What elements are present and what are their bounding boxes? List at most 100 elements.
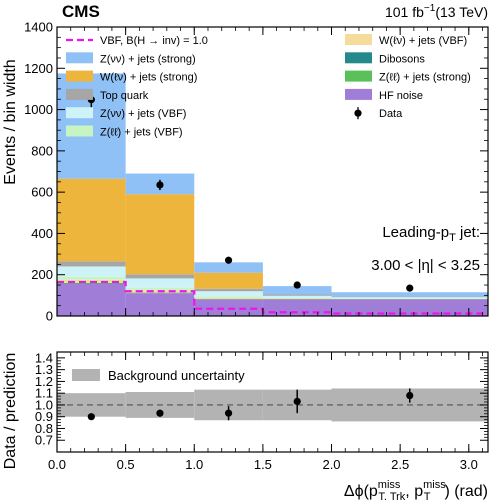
ratio-ytick-label-3: 1.0 xyxy=(35,397,53,412)
bar-top-quark-bin3 xyxy=(262,294,332,296)
annotation-jet: Leading-pT jet: xyxy=(382,224,480,244)
bar-z-jets-vbf-bin0 xyxy=(57,266,126,277)
bar-top-quark-bin1 xyxy=(125,274,195,279)
main-ytick-label-6: 1200 xyxy=(24,61,53,76)
bar-w-jets-vbf-bin3 xyxy=(262,298,332,300)
legend-top-quark-label: Top quark xyxy=(100,90,149,102)
main-ytick-label-5: 1000 xyxy=(24,102,53,117)
main-ytick-label-1: 200 xyxy=(31,267,53,282)
legend-data-label: Data xyxy=(379,108,403,120)
legend-z-jets-vbf-label: Z(νν) + jets (VBF) xyxy=(100,108,186,120)
main-panel: VBF, B(H → inv) = 1.0 W(ℓν) + jets (VBF) Z… xyxy=(2,20,489,324)
main-ytick-label-3: 600 xyxy=(31,185,53,200)
xlabel-sub1: T, Trk xyxy=(378,491,405,500)
bar-z-jets-strong-bin4 xyxy=(331,292,488,297)
ratio-ytick-label-5: 1.2 xyxy=(35,374,53,389)
luminosity-label: 101 fb−1(13 TeV) xyxy=(385,3,488,20)
legend-z-jets-vbf-label: Z(ℓℓ) + jets (VBF) xyxy=(100,127,183,139)
bar-hf-noise-bin4 xyxy=(331,299,488,316)
signal-line xyxy=(57,280,488,315)
legend-z-jets-vbf-swatch xyxy=(66,125,93,137)
bar-w-jets-strong-bin2 xyxy=(194,272,263,289)
ratio-xtick-label-6: 3.0 xyxy=(460,457,478,472)
legend-dibosons-label: Dibosons xyxy=(379,53,425,65)
ratio-xtick-label-4: 2.0 xyxy=(322,457,340,472)
ratio-xtick-label-2: 1.0 xyxy=(185,457,203,472)
ratio-ytick-label-0: 0.7 xyxy=(35,433,53,448)
bar-z-jets-vbf-bin1 xyxy=(125,278,195,288)
ratio-point-0 xyxy=(87,413,95,421)
legend-top-quark-swatch xyxy=(66,88,93,100)
ratio-panel: Background uncertainty 0.70.80.91.01.11.… xyxy=(2,350,489,472)
bar-z-jets-vbf-bin0 xyxy=(57,276,126,280)
ratio-legend: Background uncertainty xyxy=(72,368,245,383)
xlabel-sep: , p xyxy=(405,483,423,500)
xlabel-unit: ) (rad) xyxy=(444,483,488,500)
data-point-2 xyxy=(224,256,233,264)
main-ylabel: Events / bin width xyxy=(2,59,19,184)
ratio-axes: 0.70.80.91.01.11.21.31.40.0 0.5 1.0 1.5 2.0 2… xyxy=(35,350,489,472)
legend-w-jets-strong-label: W(ℓν) + jets (strong) xyxy=(100,72,197,84)
bar-hf-noise-bin0 xyxy=(57,284,126,316)
legend: VBF, B(H → inv) = 1.0 W(ℓν) + jets (VBF) Z… xyxy=(66,34,471,139)
annotation-jet-sub: T xyxy=(449,232,456,244)
bar-z-jets-strong-bin2 xyxy=(194,262,263,273)
legend-hf-noise-label: HF noise xyxy=(379,90,423,102)
lumi-exponent: −1 xyxy=(424,3,436,14)
bar-hf-noise-bin3 xyxy=(262,299,332,316)
legend-w-jets-strong-swatch xyxy=(66,70,93,82)
bar-z-jets-vbf-bin1 xyxy=(125,287,195,291)
ratio-xtick-label-0: 0.0 xyxy=(48,457,66,472)
legend-z-jets-vbf-swatch xyxy=(66,107,93,119)
annotation-eta: 3.00 < |η| < 3.25 xyxy=(371,257,480,274)
bar-top-quark-bin2 xyxy=(194,288,263,292)
ratio-ytick-label-7: 1.4 xyxy=(35,350,53,365)
ratio-ytick-label-2: 0.9 xyxy=(35,409,53,424)
ratio-ytick-label-4: 1.1 xyxy=(35,386,53,401)
legend-z-jets-strong-label: Z(ℓℓ) + jets (strong) xyxy=(379,72,471,84)
main-ytick-label-2: 400 xyxy=(31,226,53,241)
ratio-xtick-label-3: 1.5 xyxy=(254,457,272,472)
xlabel-dphi: Δϕ(p xyxy=(344,483,378,500)
xlabel-sup2: miss xyxy=(423,479,446,491)
legend-dibosons-swatch xyxy=(345,52,372,64)
ratio-legend-swatch xyxy=(72,369,100,381)
ratio-point-4 xyxy=(406,391,414,400)
ratio-points xyxy=(87,388,414,421)
legend-z-jets-strong-swatch xyxy=(345,70,372,82)
legend-w-jets-vbf-swatch xyxy=(345,34,372,45)
xlabel-sup1: miss xyxy=(378,479,401,491)
annotation-jet-end: jet: xyxy=(456,224,480,241)
signal-step-line xyxy=(57,280,488,315)
bar-z-jets-vbf-bin4 xyxy=(331,297,488,299)
annotation-jet-text: Leading-p xyxy=(382,224,449,241)
data-point-1 xyxy=(156,181,164,189)
bar-hf-noise-bin1 xyxy=(125,293,195,316)
ratio-legend-label: Background uncertainty xyxy=(108,368,245,383)
bar-z-jets-vbf-bin2 xyxy=(194,296,263,299)
bar-w-jets-vbf-bin2 xyxy=(194,298,263,300)
bar-w-jets-strong-bin1 xyxy=(125,194,195,275)
bar-top-quark-bin4 xyxy=(331,296,488,298)
ratio-ylabel: Data / prediction xyxy=(2,353,19,470)
main-ytick-label-0: 0 xyxy=(46,309,53,324)
ratio-xtick-label-5: 2.5 xyxy=(391,457,409,472)
main-ytick-label-7: 1400 xyxy=(24,20,53,35)
xlabel: Δϕ(pmiss T, Trk, pmiss T) (rad) xyxy=(344,479,488,500)
legend-w-jets-vbf-label: W(ℓν) + jets (VBF) xyxy=(379,35,467,47)
legend-z-jets-strong-label: Z(νν) + jets (strong) xyxy=(100,53,196,65)
ratio-xtick-label-1: 0.5 xyxy=(117,457,135,472)
ratio-point-3 xyxy=(293,397,301,406)
ratio-ytick-label-6: 1.3 xyxy=(35,362,53,377)
legend-hf-noise-swatch xyxy=(345,88,372,100)
lumi-energy: (13 TeV) xyxy=(435,4,488,20)
ratio-ytick-label-1: 0.8 xyxy=(35,421,53,436)
xlabel-sub2: T xyxy=(424,491,431,500)
bar-z-jets-vbf-bin3 xyxy=(262,295,332,298)
ratio-point-2 xyxy=(224,409,233,417)
bar-z-jets-strong-bin3 xyxy=(262,286,332,295)
main-ytick-label-4: 800 xyxy=(31,143,53,158)
bar-z-jets-vbf-bin2 xyxy=(194,291,263,297)
data-point-4 xyxy=(406,284,414,292)
